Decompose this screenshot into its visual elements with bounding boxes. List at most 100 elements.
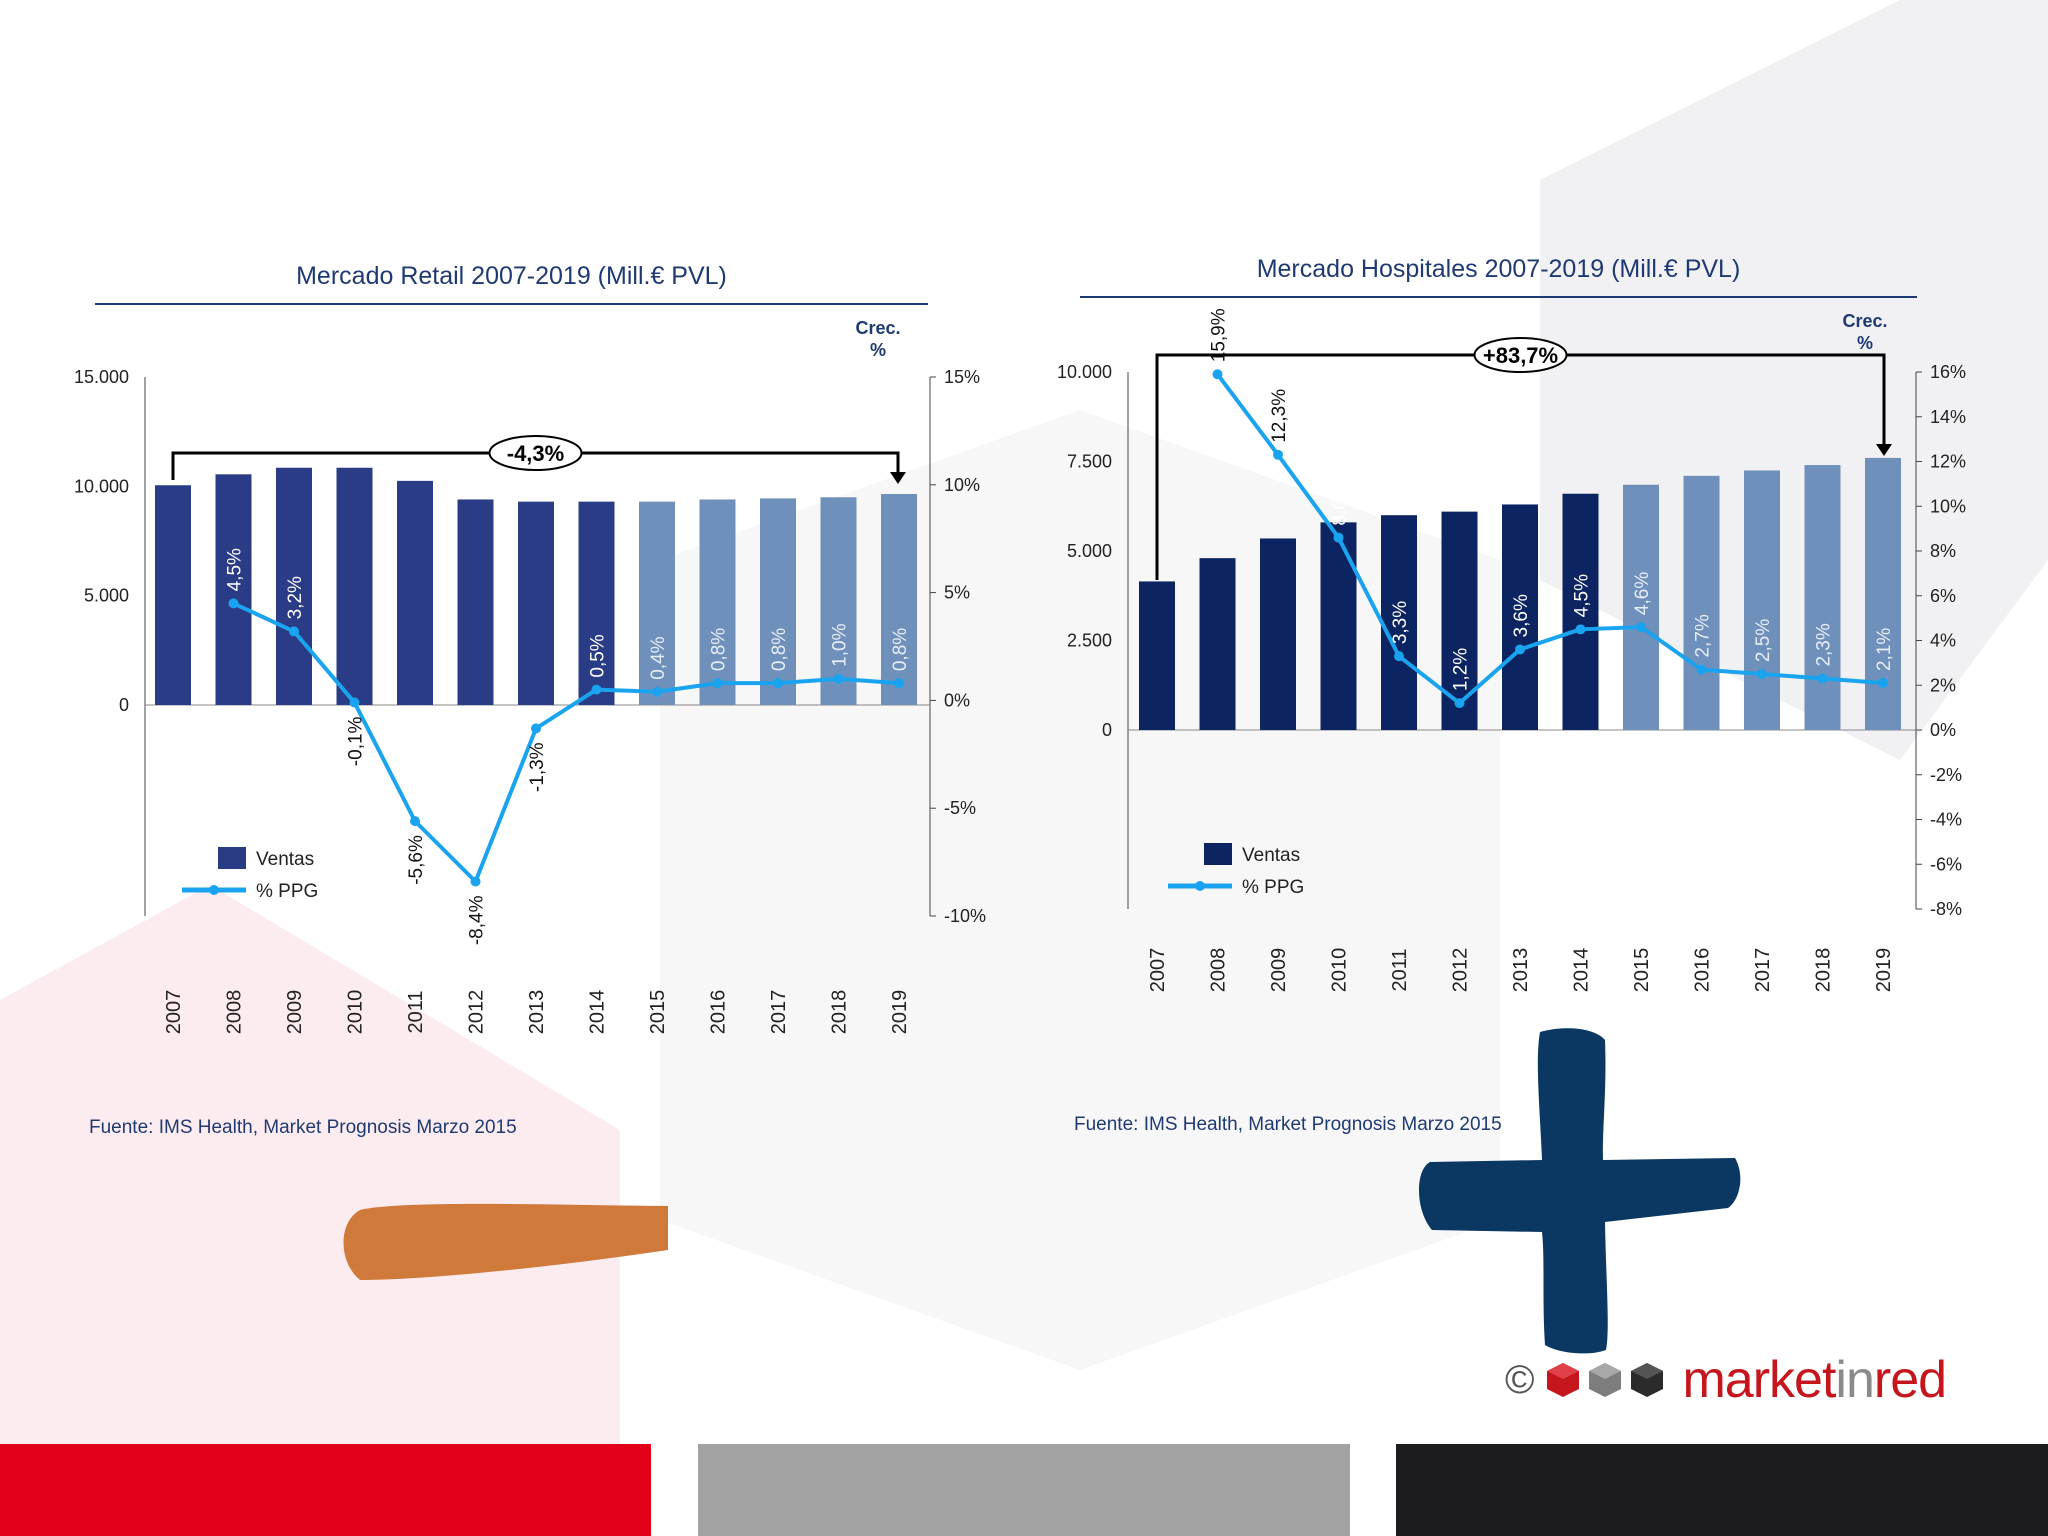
footer-bar-black bbox=[1396, 1444, 2048, 1536]
hospital-left-tick-label: 5.000 bbox=[1067, 541, 1112, 561]
hospital-year-label-2017: 2017 bbox=[1752, 948, 1774, 993]
hospital-right-tick-label: 12% bbox=[1930, 452, 1966, 472]
retail-ppg-label-2015: 0,4% bbox=[648, 636, 669, 679]
hospital-bar-2012 bbox=[1441, 511, 1478, 730]
hospital-ppg-label-2014: 4,5% bbox=[1572, 574, 1593, 617]
retail-ppg-label-2014: 0,5% bbox=[588, 634, 609, 677]
hospital-bar-2016 bbox=[1683, 475, 1720, 730]
retail-right-tick-label: 5% bbox=[944, 583, 970, 603]
retail-legend-bar-label: Ventas bbox=[256, 849, 314, 870]
retail-ppg-line bbox=[232, 601, 900, 884]
retail-ppg-label-2018: 1,0% bbox=[830, 623, 851, 666]
retail-year-label-2014: 2014 bbox=[587, 990, 609, 1035]
hospital-legend-line-marker bbox=[1195, 881, 1205, 891]
retail-chart-title: Mercado Retail 2007-2019 (Mill.€ PVL) bbox=[296, 262, 727, 290]
retail-year-label-2015: 2015 bbox=[647, 990, 669, 1035]
hospital-year-label-2009: 2009 bbox=[1268, 948, 1290, 993]
hospital-year-label-2014: 2014 bbox=[1571, 948, 1593, 993]
retail-year-label-2011: 2011 bbox=[405, 990, 427, 1033]
retail-ppg-label-2009: 3,2% bbox=[285, 576, 306, 619]
retail-growth-arrow bbox=[890, 472, 906, 484]
hospital-right-tick-label: 8% bbox=[1930, 541, 1956, 561]
hospital-growth-value: +83,7% bbox=[1483, 343, 1558, 368]
brand-name: marketinred bbox=[1682, 1350, 1947, 1410]
retail-bar-2013 bbox=[518, 501, 554, 705]
hospital-ppg-point-2011 bbox=[1394, 651, 1404, 662]
hospital-year-label-2010: 2010 bbox=[1329, 948, 1351, 993]
retail-title-rule bbox=[95, 303, 928, 305]
retail-ppg-point-2009 bbox=[289, 626, 299, 637]
retail-left-tick-label: 0 bbox=[119, 695, 129, 715]
retail-ppg-point-2019 bbox=[894, 678, 904, 689]
hospital-right-tick-label: 4% bbox=[1930, 631, 1956, 651]
retail-right-tick-label: -5% bbox=[944, 798, 976, 818]
retail-ppg-point-2017 bbox=[773, 678, 783, 689]
brand-name-in: in bbox=[1835, 1351, 1874, 1409]
hospital-bar-2015 bbox=[1623, 484, 1659, 730]
retail-ppg-label-2010: -0,1% bbox=[346, 716, 367, 766]
retail-bar-2017 bbox=[760, 498, 796, 705]
hospital-year-label-2015: 2015 bbox=[1631, 948, 1653, 993]
retail-legend-line-label: % PPG bbox=[256, 881, 318, 902]
retail-legend-bar-swatch bbox=[218, 847, 246, 869]
retail-bar-2018 bbox=[820, 497, 857, 705]
hospital-bar-2011 bbox=[1381, 515, 1417, 730]
retail-year-label-2016: 2016 bbox=[708, 990, 730, 1035]
retail-right-tick-label: 15% bbox=[944, 367, 980, 387]
hospital-bar-2008 bbox=[1199, 558, 1236, 730]
retail-year-label-2012: 2012 bbox=[466, 990, 488, 1035]
minus-sign-stroke bbox=[343, 1203, 668, 1280]
hospital-right-tick-label: 16% bbox=[1930, 362, 1966, 382]
hospital-left-tick-label: 10.000 bbox=[1057, 362, 1112, 382]
retail-right-tick-label: 10% bbox=[944, 475, 980, 495]
retail-ppg-point-2011 bbox=[410, 816, 420, 827]
red-cube-icon bbox=[1547, 1363, 1580, 1397]
hospital-right-axis-label-line2: % bbox=[1857, 333, 1873, 353]
retail-ppg-label-2017: 0,8% bbox=[769, 628, 790, 671]
retail-bar-2019 bbox=[881, 493, 917, 705]
hospital-bar-2018 bbox=[1804, 465, 1841, 730]
hospital-chart: 0 2.500 5.000 7.500 10.000 -8% -6% -4% -2% 0% 2% 4%… bbox=[1057, 308, 1966, 993]
hospital-ppg-label-2009: 12,3% bbox=[1269, 389, 1290, 443]
hospital-chart-title: Mercado Hospitales 2007-2019 (Mill.€ PVL… bbox=[1256, 255, 1741, 283]
hospital-right-tick-label: -2% bbox=[1930, 765, 1962, 785]
retail-bar-2010 bbox=[336, 467, 373, 705]
hospital-ppg-label-2012: 1,2% bbox=[1451, 648, 1472, 691]
hospital-bar-2010 bbox=[1320, 522, 1357, 730]
retail-bar-2015 bbox=[639, 501, 675, 705]
hospital-year-label-2018: 2018 bbox=[1813, 948, 1835, 993]
hospital-ppg-point-2010 bbox=[1333, 532, 1344, 543]
hospital-year-label-2007: 2007 bbox=[1147, 948, 1169, 993]
retail-ppg-label-2012: -8,4% bbox=[467, 895, 488, 945]
retail-ppg-point-2008 bbox=[228, 598, 239, 609]
retail-bar-2008 bbox=[215, 474, 252, 705]
hospital-bar-2013 bbox=[1502, 504, 1538, 730]
hospital-ppg-label-2016: 2,7% bbox=[1693, 614, 1714, 657]
hospital-ppg-label-2017: 2,5% bbox=[1753, 619, 1774, 662]
retail-chart: 0 5.000 10.000 15.000 -10% -5% 0% 5% 10% 15% Crec.… bbox=[74, 318, 986, 1035]
retail-bar-2007 bbox=[155, 485, 191, 705]
hospital-bar-2014 bbox=[1562, 493, 1599, 730]
hospital-bar-2017 bbox=[1744, 470, 1780, 730]
hospital-year-label-2008: 2008 bbox=[1208, 948, 1230, 993]
retail-bar-2009 bbox=[276, 467, 312, 705]
retail-bar-2012 bbox=[457, 499, 494, 705]
retail-year-label-2017: 2017 bbox=[768, 990, 790, 1035]
retail-right-axis-label-line1: Crec. bbox=[855, 318, 900, 338]
retail-ppg-point-2012 bbox=[470, 876, 481, 887]
brand-name-red: red bbox=[1873, 1351, 1947, 1409]
retail-growth-badge bbox=[488, 435, 583, 471]
retail-ppg-label-2008: 4,5% bbox=[225, 548, 246, 591]
retail-year-label-2009: 2009 bbox=[284, 990, 306, 1035]
retail-year-label-2010: 2010 bbox=[345, 990, 367, 1035]
retail-year-label-2013: 2013 bbox=[526, 990, 548, 1035]
hospital-right-tick-label: 10% bbox=[1930, 496, 1966, 516]
retail-ppg-point-2015 bbox=[652, 686, 662, 697]
hospital-right-tick-label: -8% bbox=[1930, 899, 1962, 919]
retail-ppg-point-2010 bbox=[349, 697, 360, 708]
hospital-ppg-point-2009 bbox=[1273, 449, 1283, 460]
retail-year-label-2019: 2019 bbox=[889, 990, 911, 1035]
hospital-year-label-2011: 2011 bbox=[1389, 948, 1411, 991]
hospital-ppg-label-2018: 2,3% bbox=[1814, 623, 1835, 666]
black-cube-icon bbox=[1631, 1363, 1664, 1397]
